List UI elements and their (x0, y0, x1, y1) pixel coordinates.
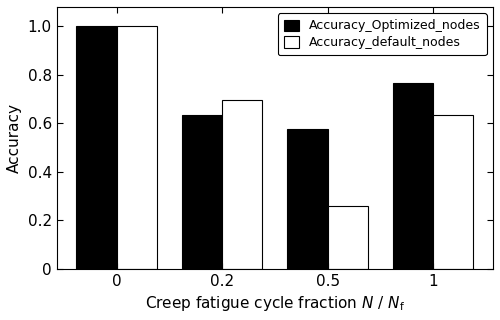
Bar (433, 115, 473, 268)
Bar (182, 115, 222, 268)
Bar (116, 26, 156, 268)
Bar (76, 26, 116, 268)
Legend: Accuracy_Optimized_nodes, Accuracy_default_nodes: Accuracy_Optimized_nodes, Accuracy_defau… (278, 13, 487, 55)
X-axis label: Creep fatigue cycle fraction $N$ / $N_\mathrm{f}$: Creep fatigue cycle fraction $N$ / $N_\m… (145, 294, 405, 313)
Bar (393, 83, 433, 268)
Bar (288, 129, 328, 268)
Bar (222, 100, 262, 268)
Y-axis label: Accuracy: Accuracy (7, 103, 22, 173)
Bar (328, 206, 368, 268)
